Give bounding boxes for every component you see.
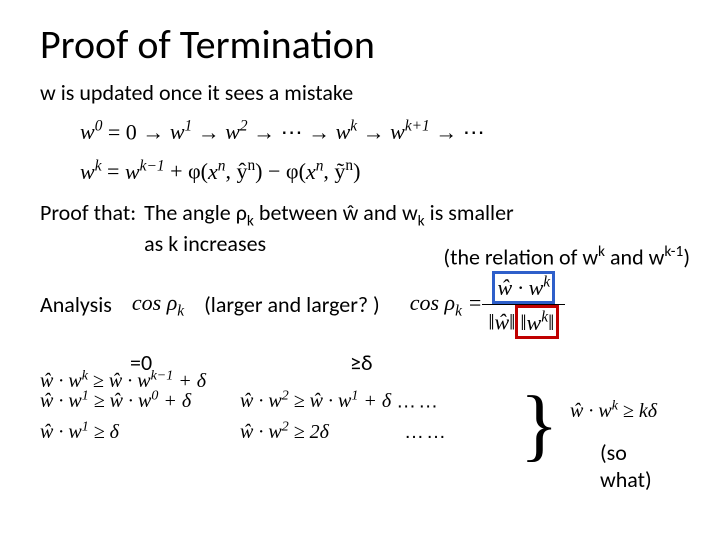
intro-line: w is updated once it sees a mistake xyxy=(40,79,720,106)
ann-delta: ≥δ xyxy=(350,349,372,376)
relation-note: (the relation of wk and wk-1) xyxy=(443,242,690,270)
update-sequence: w0 = 0 → w1 → w2 → ⋯ → wk → wk+1 → ⋯ xyxy=(80,118,720,145)
analysis-row: Analysis cos ρk (larger and larger? ) co… xyxy=(40,271,720,339)
cos-fraction: ŵ · wk ‖ŵ‖‖wk‖ xyxy=(482,271,565,339)
analysis-label: Analysis xyxy=(40,291,112,318)
mid-inequalities: ŵ · w2 ≥ ŵ · w1 + δ …… ŵ · w2 ≥ 2δ …… xyxy=(240,389,448,444)
brace-icon: } xyxy=(520,385,558,465)
left-inequalities: ŵ · w1 ≥ ŵ · w0 + δ ŵ · w1 ≥ δ xyxy=(40,389,191,444)
numerator-box: ŵ · wk xyxy=(492,271,555,304)
denominator-box: ‖wk‖ xyxy=(515,305,559,338)
slide-title: Proof of Termination xyxy=(40,20,720,69)
update-rule: wk = wk−1 + φ(xn, ŷn) − φ(xn, ỹn) xyxy=(80,157,720,184)
result-inequality: ŵ · wk ≥ kδ xyxy=(570,399,657,424)
so-what: (sowhat) xyxy=(600,439,652,493)
